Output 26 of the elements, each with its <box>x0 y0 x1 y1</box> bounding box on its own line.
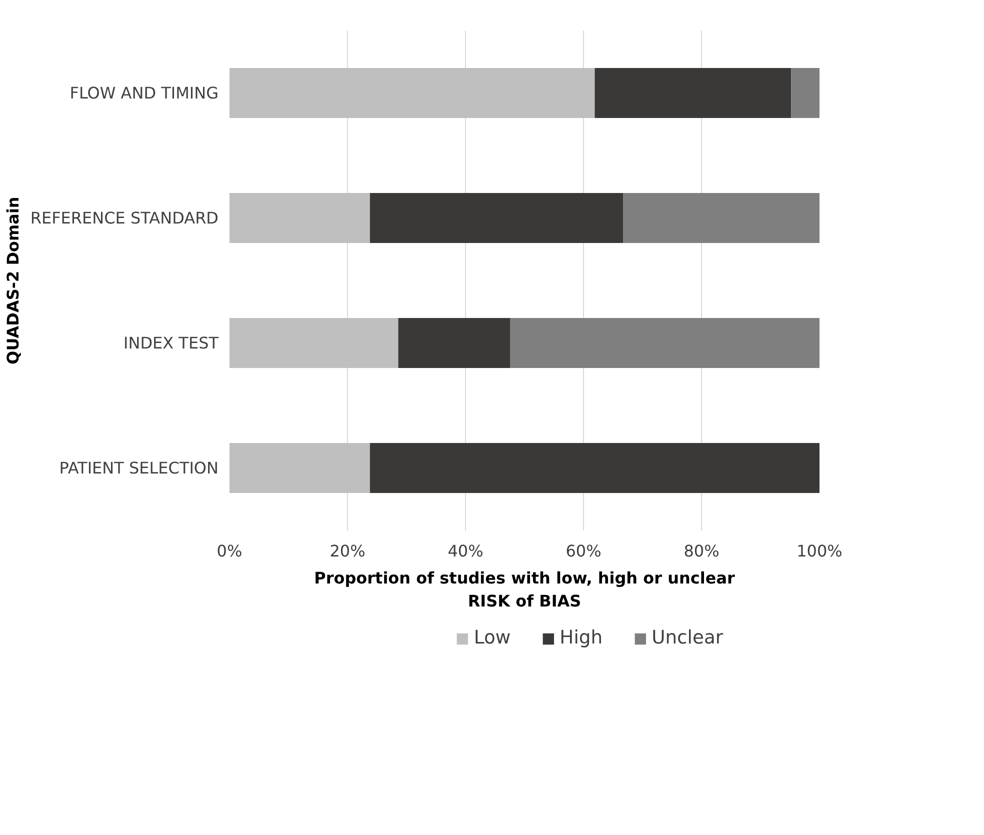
x-tick-label: 40% <box>448 542 484 560</box>
x-tick-label: 100% <box>796 542 842 560</box>
bar <box>230 68 595 118</box>
x-tick-label: 60% <box>566 542 602 560</box>
bar <box>623 193 820 243</box>
bar <box>230 193 370 243</box>
legend-label: Low <box>474 628 511 648</box>
legend-label: Unclear <box>652 628 724 648</box>
bar <box>230 443 370 493</box>
bar <box>594 68 792 118</box>
y-tick-label: REFERENCE STANDARD <box>30 208 218 228</box>
bar <box>398 318 510 368</box>
x-tick-label: 80% <box>684 542 720 560</box>
bar <box>370 193 624 243</box>
bar <box>791 68 820 118</box>
y-tick-label: INDEX TEST <box>124 334 219 352</box>
x-tick-label: 0% <box>216 542 242 560</box>
y-tick-label: PATIENT SELECTION <box>59 458 219 478</box>
x-tick-label: 20% <box>330 542 366 560</box>
legend-label: High <box>560 628 603 648</box>
bar <box>510 318 820 368</box>
y-tick-label: FLOW AND TIMING <box>70 84 218 102</box>
bar <box>370 443 820 493</box>
x-axis-title: Proportion of studies with low, high or unclear RISK of BIAS <box>314 568 736 610</box>
y-axis-title: QUADAS-2 Domain <box>3 196 22 364</box>
bar <box>230 318 398 368</box>
